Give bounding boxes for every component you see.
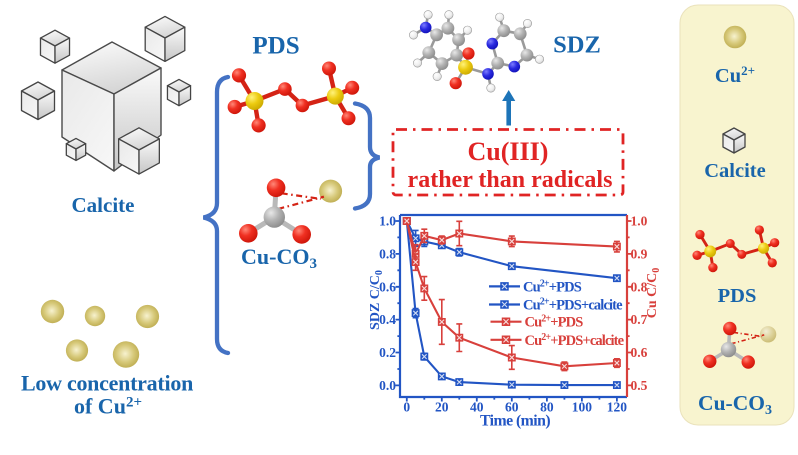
svg-text:0.0: 0.0 bbox=[379, 378, 396, 393]
svg-text:SDZ C/C0: SDZ C/C0 bbox=[368, 270, 385, 330]
svg-text:Cu-CO3: Cu-CO3 bbox=[698, 391, 772, 418]
svg-text:0.2: 0.2 bbox=[379, 345, 396, 360]
svg-text:60: 60 bbox=[505, 400, 519, 415]
svg-text:Cu2++PDS+calcite: Cu2++PDS+calcite bbox=[525, 332, 625, 349]
svg-text:0.8: 0.8 bbox=[631, 279, 648, 294]
svg-text:0: 0 bbox=[403, 400, 410, 415]
svg-text:1.0: 1.0 bbox=[379, 214, 396, 229]
svg-text:Low concentration: Low concentration bbox=[21, 371, 193, 396]
svg-text:0.5: 0.5 bbox=[631, 378, 648, 393]
svg-text:Cu C/C0: Cu C/C0 bbox=[645, 268, 662, 319]
svg-text:1.0: 1.0 bbox=[631, 214, 648, 229]
svg-text:0.8: 0.8 bbox=[379, 247, 396, 262]
svg-text:SDZ: SDZ bbox=[553, 32, 601, 59]
svg-text:Cu2++PDS+calcite: Cu2++PDS+calcite bbox=[523, 297, 623, 314]
svg-text:0.6: 0.6 bbox=[379, 279, 396, 294]
svg-text:PDS: PDS bbox=[718, 285, 757, 307]
svg-text:0.7: 0.7 bbox=[631, 312, 648, 327]
svg-text:100: 100 bbox=[572, 400, 593, 415]
svg-text:rather than radicals: rather than radicals bbox=[408, 167, 613, 193]
svg-text:Calcite: Calcite bbox=[72, 193, 135, 217]
svg-text:20: 20 bbox=[435, 400, 449, 415]
svg-text:Cu2++PDS: Cu2++PDS bbox=[523, 278, 582, 295]
svg-text:0.4: 0.4 bbox=[379, 312, 396, 327]
svg-text:0.6: 0.6 bbox=[631, 345, 648, 360]
svg-text:Calcite: Calcite bbox=[704, 160, 765, 182]
svg-text:0.9: 0.9 bbox=[631, 247, 648, 262]
svg-text:40: 40 bbox=[470, 400, 484, 415]
svg-text:Cu2++PDS: Cu2++PDS bbox=[525, 314, 584, 331]
svg-text:Cu-CO3: Cu-CO3 bbox=[241, 244, 317, 272]
svg-text:Cu(III): Cu(III) bbox=[468, 137, 549, 166]
svg-text:80: 80 bbox=[540, 400, 554, 415]
svg-text:120: 120 bbox=[607, 400, 628, 415]
svg-text:PDS: PDS bbox=[252, 33, 299, 60]
svg-text:Time (min): Time (min) bbox=[480, 413, 550, 430]
